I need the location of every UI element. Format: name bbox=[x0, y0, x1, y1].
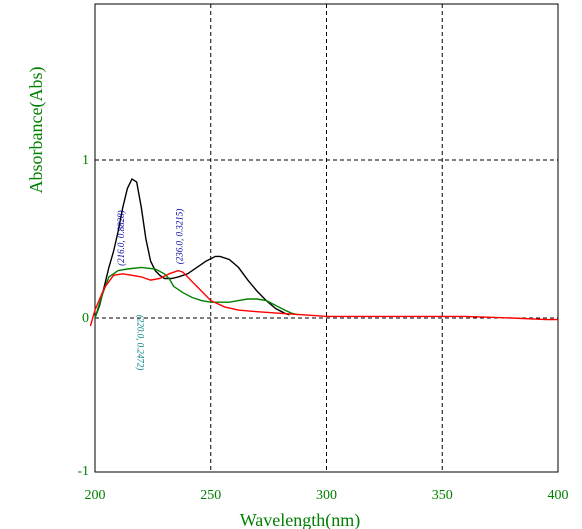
x-tick-label-250: 250 bbox=[200, 488, 221, 503]
x-tick-label-300: 300 bbox=[316, 488, 337, 503]
annotation-2: (220.0, 0.2472) bbox=[135, 315, 145, 371]
tick-labels: 200 250 300 350 400 -1 0 1 bbox=[77, 153, 568, 503]
series-line-0 bbox=[94, 177, 290, 319]
y-tick-label-1: 1 bbox=[82, 153, 89, 168]
annotation-1: (236.0, 0.3215) bbox=[174, 209, 184, 265]
peak-annotations: (216.0, 0.8828) (236.0, 0.3215) (220.0, 0.… bbox=[116, 209, 184, 371]
y-tick-label-0: 0 bbox=[82, 311, 89, 326]
x-tick-label-400: 400 bbox=[548, 488, 569, 503]
x-axis-title: Wavelength(nm) bbox=[240, 510, 361, 529]
x-tick-label-350: 350 bbox=[432, 488, 453, 503]
annotation-0: (216.0, 0.8828) bbox=[116, 210, 126, 266]
grid-lines bbox=[95, 4, 558, 472]
x-tick-label-200: 200 bbox=[85, 488, 106, 503]
series-line-2 bbox=[89, 269, 558, 327]
y-axis-title: Absorbance(Abs) bbox=[26, 67, 47, 194]
y-tick-label--1: -1 bbox=[77, 464, 89, 479]
data-series bbox=[89, 177, 558, 327]
series-line-1 bbox=[94, 266, 299, 319]
